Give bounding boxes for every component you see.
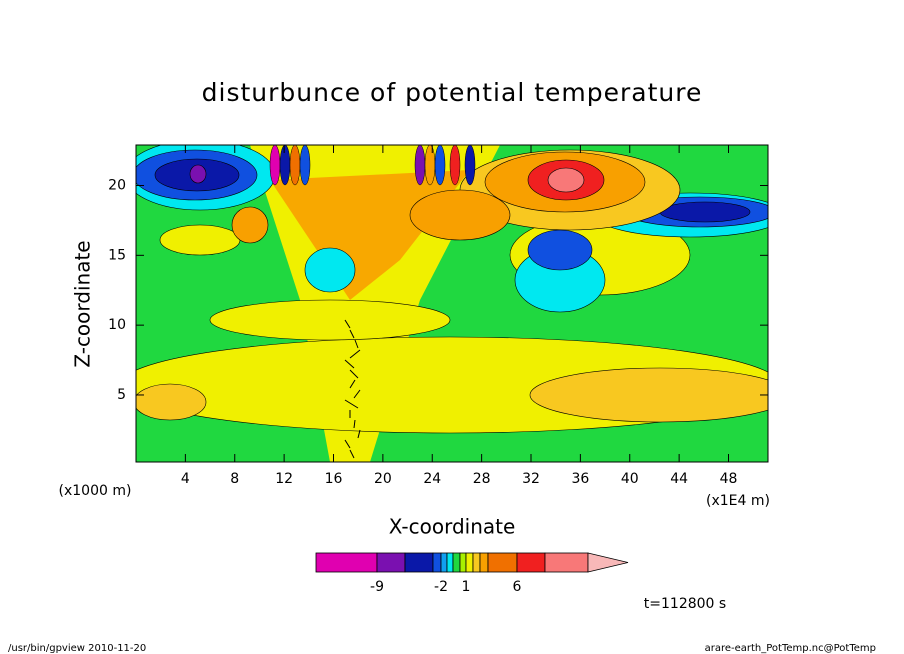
field-region	[464, 145, 476, 186]
colorbar-segment	[440, 552, 448, 573]
y-unit-label: (x1000 m)	[59, 483, 132, 499]
contour-line	[349, 329, 355, 339]
colorbar-tick-label: -9	[370, 579, 384, 595]
field-region	[434, 145, 446, 186]
x-tick-label: 32	[522, 471, 540, 487]
contour-line	[349, 379, 356, 389]
field-region	[136, 383, 207, 421]
x-axis-title: X-coordinate	[389, 515, 516, 539]
field-region	[527, 229, 593, 271]
x-tick-label: 28	[473, 471, 491, 487]
contour-line	[353, 419, 356, 429]
x-tick-label: 20	[374, 471, 392, 487]
colorbar-segment	[446, 552, 454, 573]
field-region	[299, 145, 311, 186]
plot-frame	[135, 144, 769, 463]
colorbar-segment	[487, 552, 518, 573]
field-region	[269, 145, 281, 186]
contour-field	[136, 145, 768, 462]
x-tick-label: 4	[181, 471, 190, 487]
colorbar-segment	[516, 552, 546, 573]
x-tick-label: 12	[275, 471, 293, 487]
colorbar-tick-label: 6	[513, 579, 522, 595]
contour-line	[349, 449, 355, 459]
field-region	[189, 164, 207, 184]
y-axis-title: Z-coordinate	[71, 240, 95, 367]
y-tick-label: 5	[117, 387, 126, 403]
x-tick-label: 40	[621, 471, 639, 487]
x-unit-label: (x1E4 m)	[706, 493, 770, 509]
field-region	[424, 145, 436, 186]
footer-left: /usr/bin/gpview 2010-11-20	[8, 643, 146, 654]
colorbar-segment	[459, 552, 467, 573]
y-tick-label: 10	[108, 317, 126, 333]
contour-line	[344, 319, 351, 329]
field-region	[414, 145, 426, 186]
field-region	[231, 206, 269, 244]
contour-line	[357, 429, 361, 439]
colorbar-segment	[544, 552, 589, 573]
field-region	[279, 145, 291, 186]
contour-line	[353, 389, 361, 399]
chart-title: disturbunce of potential temperature	[202, 78, 703, 107]
colorbar-extend	[587, 552, 629, 573]
x-tick-label: 36	[571, 471, 589, 487]
contour-line	[344, 359, 355, 369]
colorbar-segment	[376, 552, 406, 573]
x-tick-label: 8	[230, 471, 239, 487]
contour-line	[344, 399, 359, 409]
field-region	[449, 145, 461, 186]
x-tick-label: 24	[423, 471, 441, 487]
colorbar-tick-label: -2	[434, 579, 448, 595]
x-tick-label: 48	[720, 471, 738, 487]
field-region	[304, 247, 356, 293]
field-region	[209, 299, 451, 341]
footer-right: arare-earth_PotTemp.nc@PotTemp	[705, 643, 876, 654]
field-region	[289, 145, 301, 186]
field-region	[659, 201, 751, 223]
x-tick-label: 16	[325, 471, 343, 487]
field-region	[409, 189, 511, 241]
colorbar: -9 -2 1 6	[315, 552, 629, 595]
y-tick-label: 20	[108, 177, 126, 193]
colorbar-segment	[315, 552, 378, 573]
colorbar-segment	[404, 552, 434, 573]
field-region	[547, 167, 585, 193]
colorbar-segment	[465, 552, 474, 573]
colorbar-tick-label: 1	[462, 579, 471, 595]
colorbar-segment	[452, 552, 461, 573]
contour-line	[349, 369, 359, 379]
colorbar-segment	[479, 552, 489, 573]
time-label: t=112800 s	[644, 596, 726, 612]
colorbar-segment	[432, 552, 442, 573]
field-region	[529, 367, 768, 423]
contour-line	[354, 339, 359, 349]
contour-line	[344, 439, 351, 449]
y-tick-label: 15	[108, 247, 126, 263]
x-tick-label: 44	[670, 471, 688, 487]
colorbar-segment	[472, 552, 481, 573]
contour-line	[349, 349, 361, 359]
field-region	[159, 224, 241, 256]
